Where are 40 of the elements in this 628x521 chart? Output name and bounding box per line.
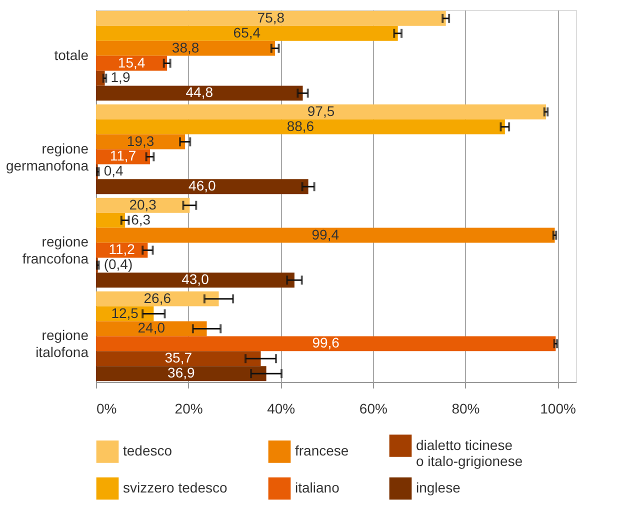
- legend-label: francese: [295, 442, 349, 459]
- legend-label: inglese: [416, 480, 461, 496]
- data-label: 97,5: [307, 102, 335, 119]
- data-label: 38,8: [172, 39, 200, 56]
- data-label: (0,4): [104, 256, 133, 272]
- x-tick-label: 60%: [359, 400, 388, 416]
- y-tick-label: regione germanofona: [6, 140, 89, 174]
- data-label: 88,6: [286, 118, 314, 134]
- x-tick-label: 80%: [452, 400, 480, 416]
- y-tick-label: regione italofona: [36, 327, 89, 360]
- data-label: 12,5: [111, 304, 139, 321]
- data-label: 1,9: [110, 69, 130, 86]
- legend-label: svizzero tedesco: [123, 480, 228, 496]
- data-label: 36,9: [168, 364, 195, 381]
- x-tick-label: 0%: [96, 400, 117, 416]
- x-tick-label: 40%: [267, 400, 296, 416]
- data-label: 19,3: [126, 132, 154, 149]
- data-label: 65,4: [233, 24, 261, 40]
- data-label: 11,7: [110, 148, 136, 164]
- data-label: 75,8: [257, 9, 285, 26]
- data-label: 26,6: [144, 290, 172, 306]
- legend-label: italiano: [295, 480, 340, 496]
- data-label: 43,0: [182, 271, 210, 288]
- x-tick-label: 20%: [174, 400, 203, 416]
- legend-label: tedesco: [123, 442, 172, 459]
- data-label: 11,2: [108, 241, 136, 258]
- legend-label: dialetto ticinese o italo-grigionese: [416, 436, 523, 469]
- x-tick-label: 100%: [540, 400, 576, 416]
- y-tick-label: totale: [54, 46, 89, 63]
- data-label: 46,0: [188, 178, 216, 194]
- y-tick-label: regione francofona: [22, 234, 89, 267]
- data-label: 24,0: [138, 320, 166, 336]
- data-label: 35,7: [164, 350, 192, 366]
- data-label: 15,4: [118, 54, 146, 70]
- data-label: 0,4: [104, 162, 124, 179]
- data-label: 99,4: [312, 226, 340, 242]
- data-label: 44,8: [186, 84, 214, 100]
- data-label: 6,3: [131, 211, 151, 228]
- data-label: 20,3: [129, 196, 157, 212]
- data-label: 99,6: [312, 334, 340, 351]
